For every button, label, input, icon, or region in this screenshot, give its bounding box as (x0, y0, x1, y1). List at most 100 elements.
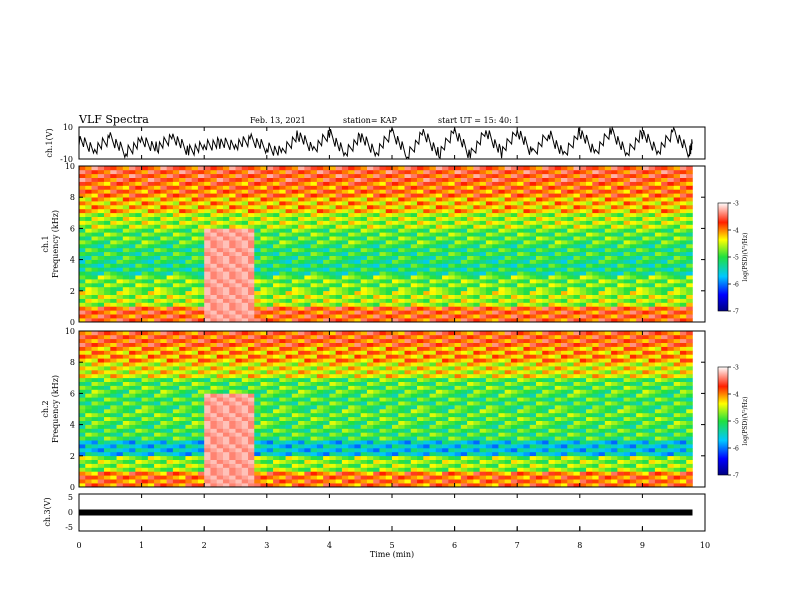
ch1-cell (567, 251, 574, 256)
ch1-cell (335, 271, 343, 276)
ch1-cell (197, 236, 205, 241)
ch2-cell (91, 479, 99, 484)
ch1-cell (266, 185, 274, 190)
ch2-cell (561, 451, 568, 457)
ch1-cell (116, 166, 124, 171)
ch2-cell (160, 459, 167, 464)
ch1-cell (160, 255, 167, 260)
ch1-cell (172, 267, 180, 272)
ch1-cell (398, 189, 405, 194)
ch1-cell (542, 185, 549, 190)
ch1-cell (510, 166, 518, 171)
ch1-cell (592, 263, 599, 268)
ch1-cell (429, 216, 437, 221)
ch1-cell (535, 240, 543, 245)
ch1-cell (348, 294, 355, 299)
ch2-cell (323, 448, 330, 453)
ch1-cell (423, 197, 430, 202)
ch1-cell (460, 318, 468, 323)
ch2-cell (417, 455, 424, 460)
ch1-cell (310, 290, 318, 295)
ch2-cell (542, 448, 549, 453)
ch1-cell (435, 232, 443, 237)
ch2-cell (573, 448, 581, 453)
ch1-cell (617, 259, 624, 264)
ch1-cell (85, 197, 92, 202)
ch1-cell (191, 251, 199, 256)
ch1-cell (667, 205, 674, 210)
ch1-cell (661, 247, 668, 253)
ch1-cell (241, 255, 249, 260)
ch1-cell (404, 169, 412, 175)
ch1-cell (323, 197, 330, 202)
ch1-cell (160, 166, 167, 171)
ch1-cell (316, 275, 324, 280)
ch1-cell (510, 185, 518, 190)
ch1-cell (429, 302, 437, 307)
ch1-cell (360, 283, 368, 288)
ch1-cell (316, 294, 324, 299)
ch1-cell (654, 310, 662, 315)
ch1-cell (304, 306, 311, 311)
ch1-cell (623, 318, 631, 323)
ch1-cell (679, 244, 687, 249)
ch1-cell (423, 240, 430, 245)
ch1-cell (141, 232, 149, 237)
ch1-cell (104, 201, 111, 206)
ch1-cell (617, 201, 624, 206)
ch2-cell (335, 479, 343, 484)
ch1-cell (429, 166, 437, 171)
ch1-cell (373, 166, 380, 171)
ch1-cell (448, 279, 455, 284)
ch1-cell (385, 255, 393, 260)
ch1-cell (235, 193, 243, 198)
ch2-cell (166, 467, 174, 472)
ch1-cell (579, 201, 587, 206)
ch2-cell (316, 459, 324, 464)
ch1-cell (604, 185, 612, 190)
ch2-cell (323, 483, 330, 488)
ch2-cell (460, 451, 468, 457)
ch1-cell (254, 263, 261, 268)
ch1-cell (636, 263, 643, 268)
ch2-cell (504, 471, 512, 476)
ch1-cell (197, 208, 205, 214)
ch1-cell (354, 173, 361, 178)
ch1-cell (266, 177, 274, 182)
ch1-cell (166, 306, 174, 311)
ch1-cell (379, 212, 387, 217)
ch1-cell (85, 298, 92, 303)
ch2-cell (604, 483, 612, 488)
ch2-cell (260, 471, 268, 476)
ch1-cell (679, 255, 687, 260)
ch1-cell (579, 279, 587, 284)
ch1-cell (567, 166, 574, 171)
ch2-cell (116, 455, 124, 460)
ch2-cell (460, 467, 468, 472)
ch1-cell (79, 271, 86, 276)
ch1-cell (210, 314, 218, 319)
ch2-cell (179, 451, 186, 457)
ch1-cell (467, 247, 474, 253)
ch1-cell (423, 310, 430, 315)
ch1-cell (179, 232, 186, 237)
ch1-cell (398, 220, 405, 225)
ch1-cell (504, 279, 512, 284)
ch2-cell (498, 448, 505, 453)
ch1-cell (642, 224, 649, 229)
ch1-cell (498, 169, 505, 175)
ch1-cell (291, 244, 299, 249)
ch1-cell (567, 298, 574, 303)
ch2-cell (636, 451, 643, 457)
ch2-cell (185, 467, 192, 472)
ch1-cell (172, 255, 180, 260)
ch1-cell (623, 279, 631, 284)
ch2-cell (510, 451, 518, 457)
ch2-cell (110, 448, 117, 453)
ch1-cell (617, 166, 624, 171)
ch1-cell (479, 294, 487, 299)
ch1-cell (166, 193, 174, 198)
ch1-cell (617, 279, 624, 284)
ch1-cell (473, 228, 480, 233)
ch2-cell (354, 475, 361, 480)
